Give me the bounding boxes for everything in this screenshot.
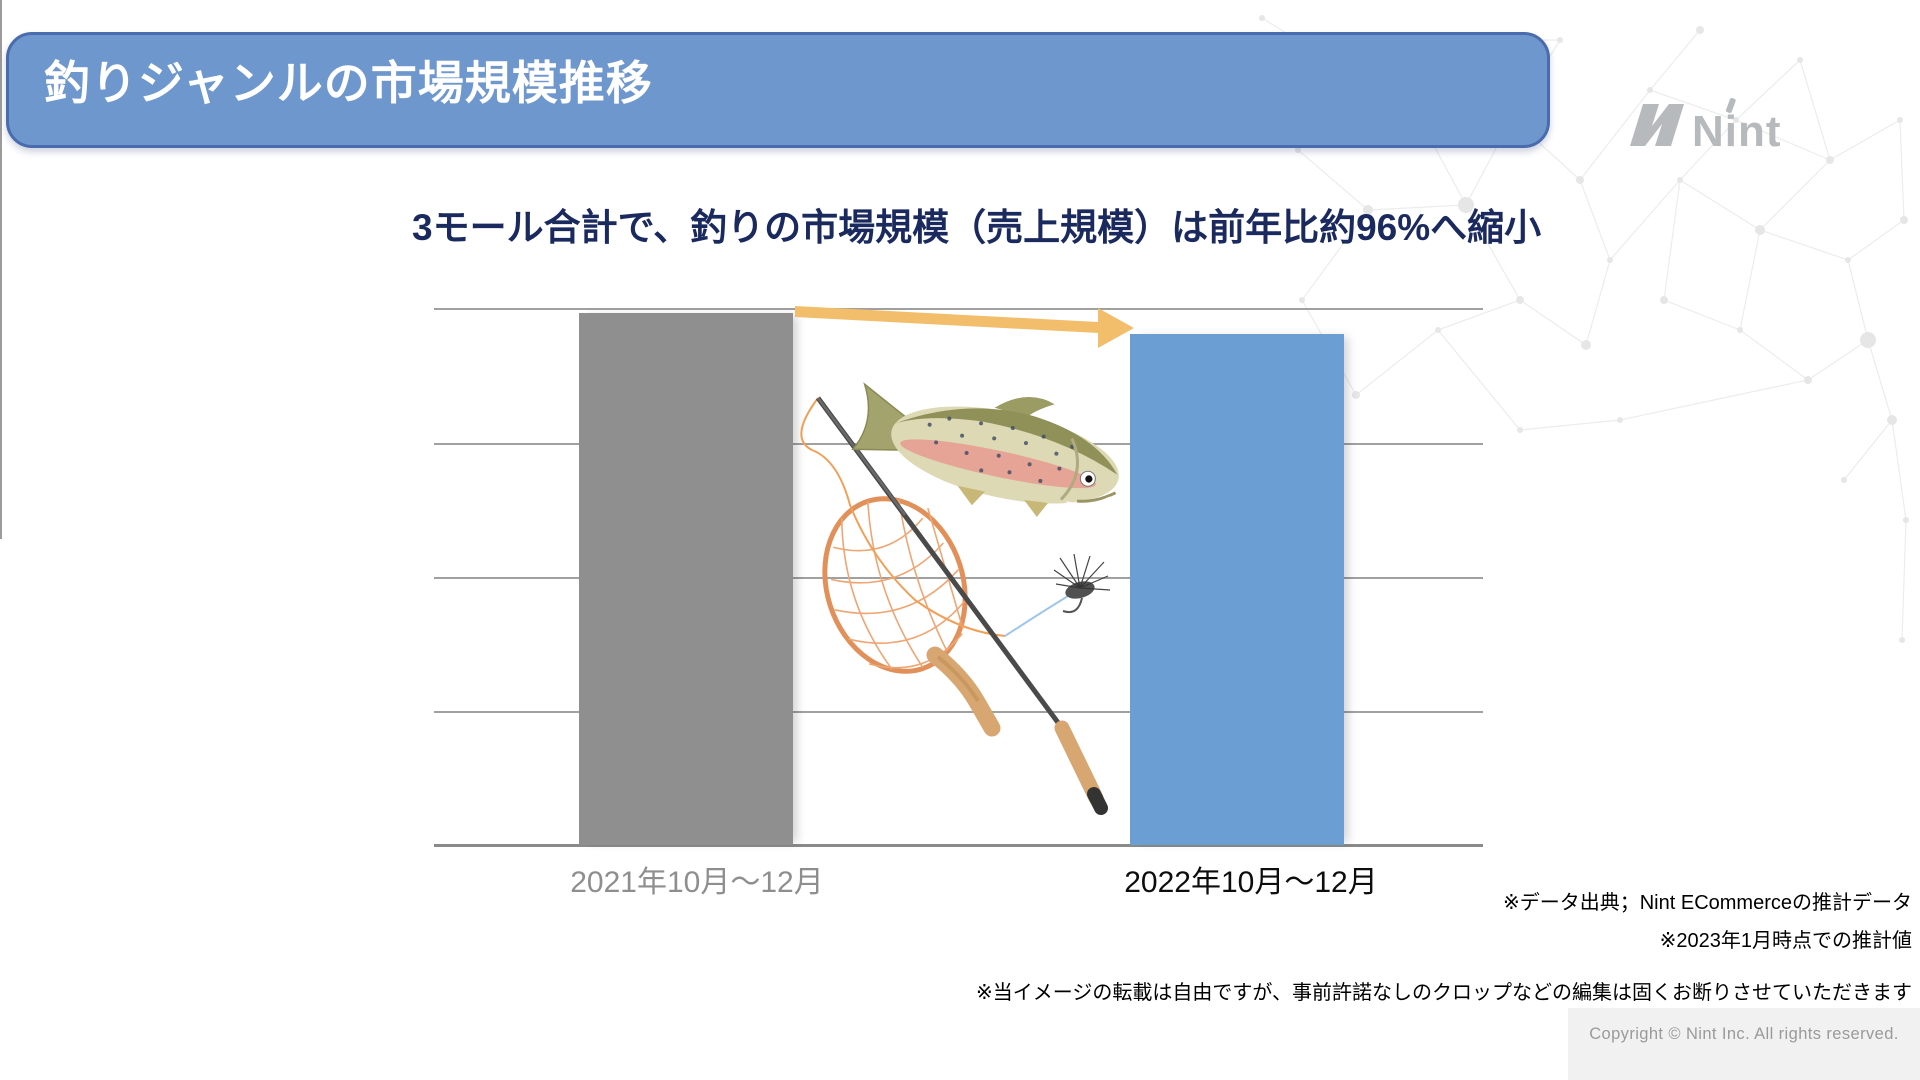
page-subtitle: 3モール合計で、釣りの市場規模（売上規模）は前年比約96%へ縮小 — [412, 207, 1542, 248]
chart-area: 2021年10月〜12月 2022年10月〜12月 — [0, 0, 1920, 899]
footnote-line: ※2023年1月時点での推計値 — [1659, 930, 1912, 952]
header-bar — [6, 32, 1550, 148]
logo-text: Nint — [1692, 107, 1782, 156]
copyright-bar: Copyright © Nint Inc. All rights reserve… — [1568, 1008, 1920, 1080]
page-title: 釣りジャンルの市場規模推移 — [44, 57, 653, 109]
nint-logo: Nint — [1630, 97, 1782, 156]
bar-2021 — [579, 313, 793, 845]
logo-i-accent — [1726, 97, 1736, 113]
chart-top-border — [434, 308, 1483, 310]
x-label-2022: 2022年10月〜12月 — [1124, 866, 1378, 899]
footnote-line: ※データ出典；Nint ECommerceの推計データ — [1502, 892, 1912, 914]
y-axis-line — [0, 0, 2, 539]
fly-lure-illustration — [1053, 553, 1111, 614]
x-axis-line — [434, 844, 1483, 847]
footnote-line: ※当イメージの転載は自由ですが、事前許諾なしのクロップなどの編集は固くお断りさせ… — [976, 982, 1912, 1004]
copyright-text: Copyright © Nint Inc. All rights reserve… — [1589, 1025, 1899, 1043]
x-label-2021: 2021年10月〜12月 — [570, 866, 824, 899]
nint-logo-mark-icon — [1630, 104, 1684, 146]
bar-2022 — [1130, 334, 1344, 845]
